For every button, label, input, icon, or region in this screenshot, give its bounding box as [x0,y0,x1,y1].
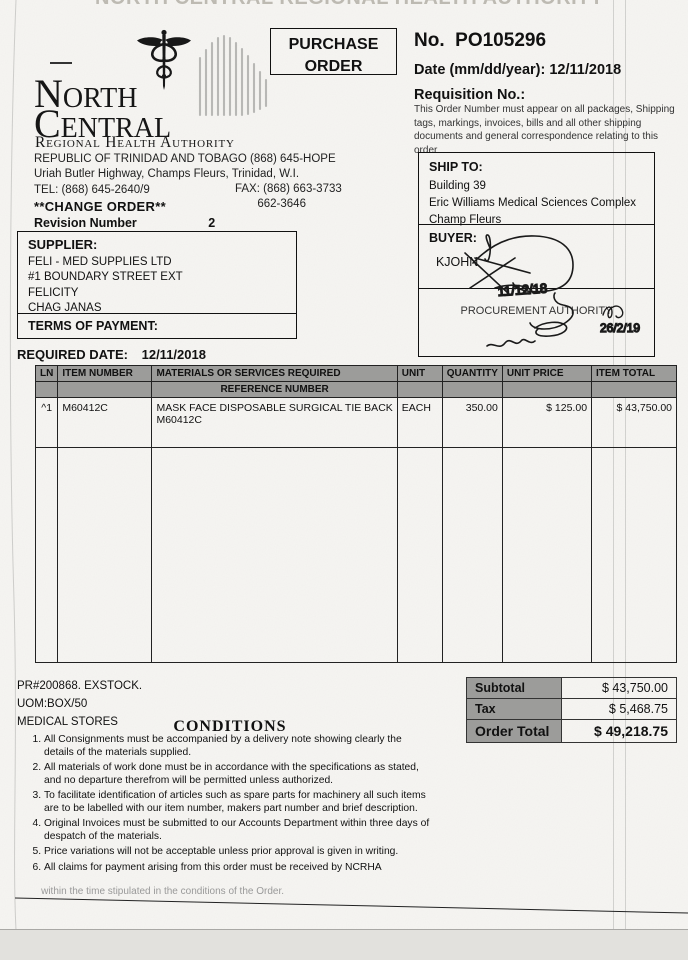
svg-text:26/2/19: 26/2/19 [600,321,640,335]
svg-text:11/12/18: 11/12/18 [497,281,548,299]
